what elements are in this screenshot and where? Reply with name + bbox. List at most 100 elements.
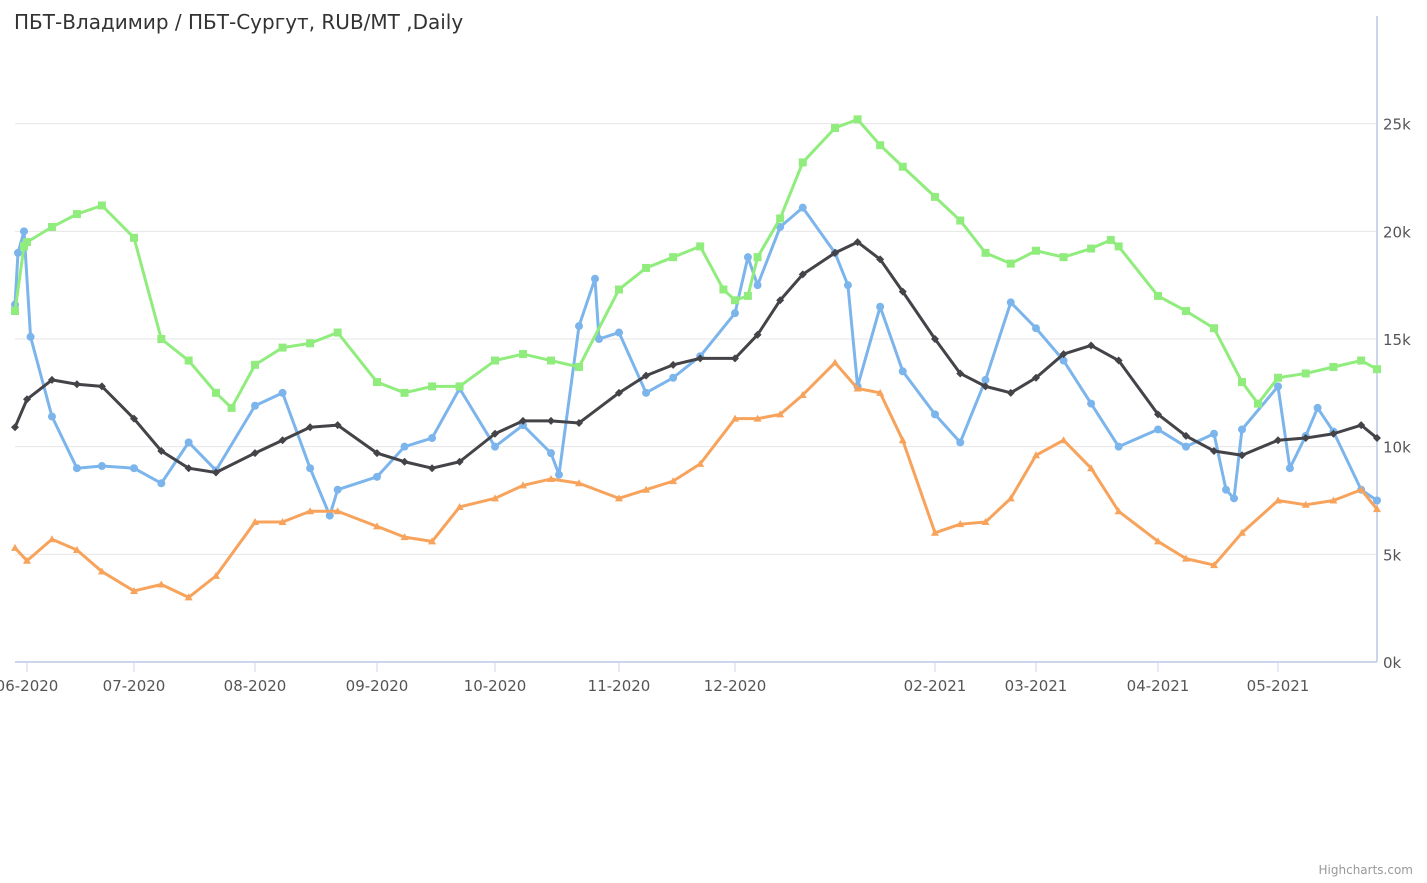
data-point	[491, 356, 499, 365]
data-point	[743, 291, 752, 300]
data-point	[798, 158, 807, 167]
data-point	[519, 481, 527, 489]
data-point	[1182, 307, 1190, 316]
data-point	[1059, 356, 1068, 365]
data-point	[1373, 434, 1381, 443]
data-point	[1114, 242, 1123, 251]
data-point	[956, 438, 965, 447]
data-point	[798, 203, 807, 212]
data-point	[776, 410, 785, 418]
data-point	[575, 479, 583, 487]
data-point	[696, 459, 705, 467]
series-line-2	[13, 240, 1378, 475]
data-point	[1114, 507, 1123, 515]
chart-title: ПБТ-Владимир / ПБТ-Сургут, RUB/MT ,Daily	[14, 10, 464, 34]
data-point	[20, 242, 28, 251]
data-point	[184, 438, 193, 447]
data-point	[333, 421, 342, 430]
data-point	[23, 395, 31, 404]
data-point	[1032, 246, 1040, 255]
data-point	[400, 442, 409, 451]
data-point	[931, 528, 939, 536]
data-point	[853, 238, 862, 247]
data-point	[306, 464, 315, 473]
series-line-0	[13, 206, 1378, 518]
data-point	[1210, 429, 1218, 438]
data-point	[72, 546, 81, 554]
data-point	[1329, 496, 1338, 504]
data-point	[1301, 369, 1310, 378]
data-point	[1313, 403, 1322, 412]
data-point	[753, 330, 762, 339]
data-point	[898, 436, 907, 444]
data-point	[130, 586, 138, 594]
data-point	[1373, 365, 1381, 374]
data-point	[1301, 434, 1310, 443]
data-point	[753, 414, 762, 422]
data-point	[373, 449, 381, 458]
data-point	[876, 388, 885, 396]
data-point	[130, 233, 138, 242]
data-point	[400, 533, 409, 541]
data-point	[1210, 561, 1218, 569]
data-point	[615, 388, 623, 397]
data-point	[898, 367, 907, 376]
data-point	[731, 354, 739, 363]
data-point	[251, 360, 259, 369]
data-point	[97, 567, 106, 575]
data-point	[14, 248, 22, 257]
data-point	[798, 270, 807, 279]
data-point	[1032, 451, 1040, 459]
data-point	[876, 141, 885, 150]
x-tick-label: 05-2021	[1247, 677, 1310, 695]
y-tick-label: 25k	[1383, 116, 1411, 134]
data-point	[753, 253, 762, 262]
data-point	[1238, 425, 1246, 434]
y-tick-label: 0k	[1383, 654, 1402, 672]
data-point	[1285, 464, 1294, 473]
data-point	[1274, 382, 1282, 391]
data-point	[981, 382, 990, 391]
data-point	[547, 416, 555, 425]
data-point	[931, 335, 939, 343]
data-point	[491, 429, 499, 438]
data-point	[428, 382, 437, 391]
data-point	[1254, 399, 1262, 408]
data-point	[130, 414, 138, 423]
data-point	[1373, 496, 1381, 505]
data-point	[306, 507, 315, 515]
data-point	[731, 309, 739, 318]
data-point	[1087, 244, 1096, 253]
data-point	[1106, 235, 1115, 244]
data-point	[615, 494, 623, 502]
data-point	[753, 281, 762, 290]
data-point	[1274, 496, 1282, 504]
y-tick-label: 20k	[1383, 223, 1411, 241]
data-point	[669, 360, 678, 369]
x-tick-label: 03-2021	[1005, 677, 1068, 695]
data-point	[1274, 436, 1282, 445]
y-tick-label: 15k	[1383, 331, 1411, 349]
x-tick-label: 11-2020	[588, 677, 651, 695]
y-tick-label: 10k	[1383, 439, 1411, 457]
data-point	[26, 332, 35, 341]
data-point	[1087, 399, 1096, 408]
data-point	[615, 285, 623, 294]
data-point	[931, 410, 939, 419]
data-point	[1329, 362, 1338, 371]
data-point	[1006, 298, 1015, 307]
series-line-3	[13, 361, 1379, 599]
data-point	[1006, 388, 1015, 397]
data-point	[157, 479, 166, 488]
data-point	[157, 446, 166, 455]
data-point	[184, 464, 193, 473]
credits-link[interactable]: Highcharts.com	[1318, 863, 1413, 877]
data-point	[1032, 324, 1040, 333]
data-point	[981, 518, 990, 526]
data-point	[1154, 425, 1162, 434]
data-point	[831, 123, 839, 132]
data-point	[831, 248, 839, 257]
data-point	[642, 371, 651, 380]
data-point	[719, 285, 728, 294]
data-point	[333, 328, 342, 337]
